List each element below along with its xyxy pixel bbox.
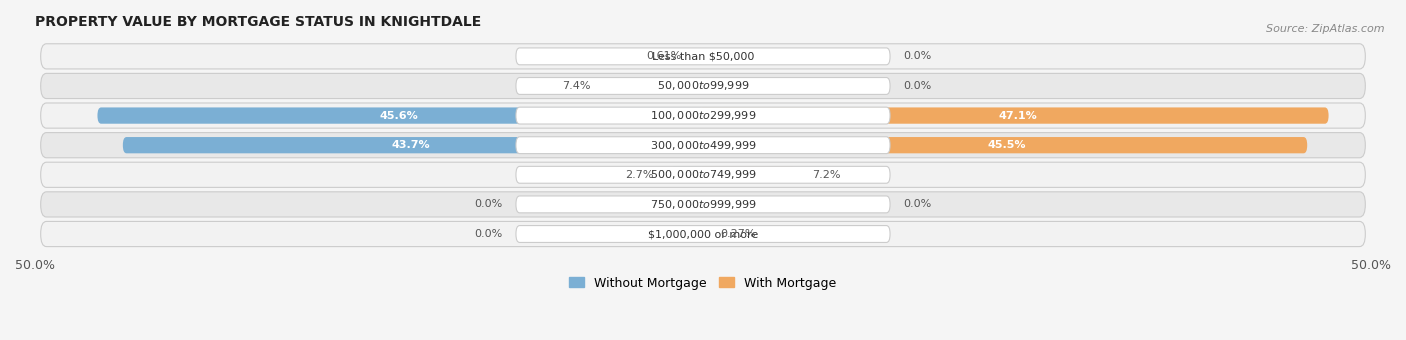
Text: $500,000 to $749,999: $500,000 to $749,999 bbox=[650, 168, 756, 181]
Text: $100,000 to $299,999: $100,000 to $299,999 bbox=[650, 109, 756, 122]
Text: 45.5%: 45.5% bbox=[987, 140, 1026, 150]
FancyBboxPatch shape bbox=[41, 192, 1365, 217]
Text: $50,000 to $99,999: $50,000 to $99,999 bbox=[657, 80, 749, 92]
Text: 0.0%: 0.0% bbox=[474, 199, 502, 209]
FancyBboxPatch shape bbox=[516, 107, 890, 124]
FancyBboxPatch shape bbox=[699, 137, 1308, 153]
Text: 45.6%: 45.6% bbox=[380, 110, 418, 121]
Text: 0.0%: 0.0% bbox=[904, 51, 932, 61]
FancyBboxPatch shape bbox=[516, 225, 890, 242]
FancyBboxPatch shape bbox=[41, 221, 1365, 246]
Text: Source: ZipAtlas.com: Source: ZipAtlas.com bbox=[1267, 24, 1385, 34]
FancyBboxPatch shape bbox=[41, 162, 1365, 187]
FancyBboxPatch shape bbox=[122, 137, 703, 153]
Text: 43.7%: 43.7% bbox=[392, 140, 430, 150]
FancyBboxPatch shape bbox=[516, 78, 890, 95]
FancyBboxPatch shape bbox=[516, 137, 890, 154]
Text: 2.7%: 2.7% bbox=[626, 170, 654, 180]
Text: Less than $50,000: Less than $50,000 bbox=[652, 51, 754, 61]
Text: 0.61%: 0.61% bbox=[647, 51, 682, 61]
FancyBboxPatch shape bbox=[97, 107, 703, 124]
Text: 7.2%: 7.2% bbox=[813, 170, 841, 180]
Text: 0.0%: 0.0% bbox=[904, 81, 932, 91]
Text: 7.4%: 7.4% bbox=[562, 81, 591, 91]
FancyBboxPatch shape bbox=[516, 166, 890, 183]
Text: 0.27%: 0.27% bbox=[720, 229, 755, 239]
FancyBboxPatch shape bbox=[607, 78, 703, 94]
FancyBboxPatch shape bbox=[699, 48, 703, 65]
Text: 0.0%: 0.0% bbox=[474, 229, 502, 239]
Text: 47.1%: 47.1% bbox=[998, 110, 1038, 121]
FancyBboxPatch shape bbox=[41, 133, 1365, 158]
Text: PROPERTY VALUE BY MORTGAGE STATUS IN KNIGHTDALE: PROPERTY VALUE BY MORTGAGE STATUS IN KNI… bbox=[35, 15, 481, 29]
FancyBboxPatch shape bbox=[671, 167, 703, 183]
Legend: Without Mortgage, With Mortgage: Without Mortgage, With Mortgage bbox=[564, 272, 842, 294]
FancyBboxPatch shape bbox=[516, 48, 890, 65]
FancyBboxPatch shape bbox=[699, 167, 796, 183]
FancyBboxPatch shape bbox=[516, 196, 890, 213]
FancyBboxPatch shape bbox=[41, 73, 1365, 99]
FancyBboxPatch shape bbox=[699, 107, 1329, 124]
FancyBboxPatch shape bbox=[699, 226, 703, 242]
Text: $1,000,000 or more: $1,000,000 or more bbox=[648, 229, 758, 239]
Text: $300,000 to $499,999: $300,000 to $499,999 bbox=[650, 139, 756, 152]
FancyBboxPatch shape bbox=[41, 103, 1365, 128]
Text: $750,000 to $999,999: $750,000 to $999,999 bbox=[650, 198, 756, 211]
FancyBboxPatch shape bbox=[41, 44, 1365, 69]
Text: 0.0%: 0.0% bbox=[904, 199, 932, 209]
